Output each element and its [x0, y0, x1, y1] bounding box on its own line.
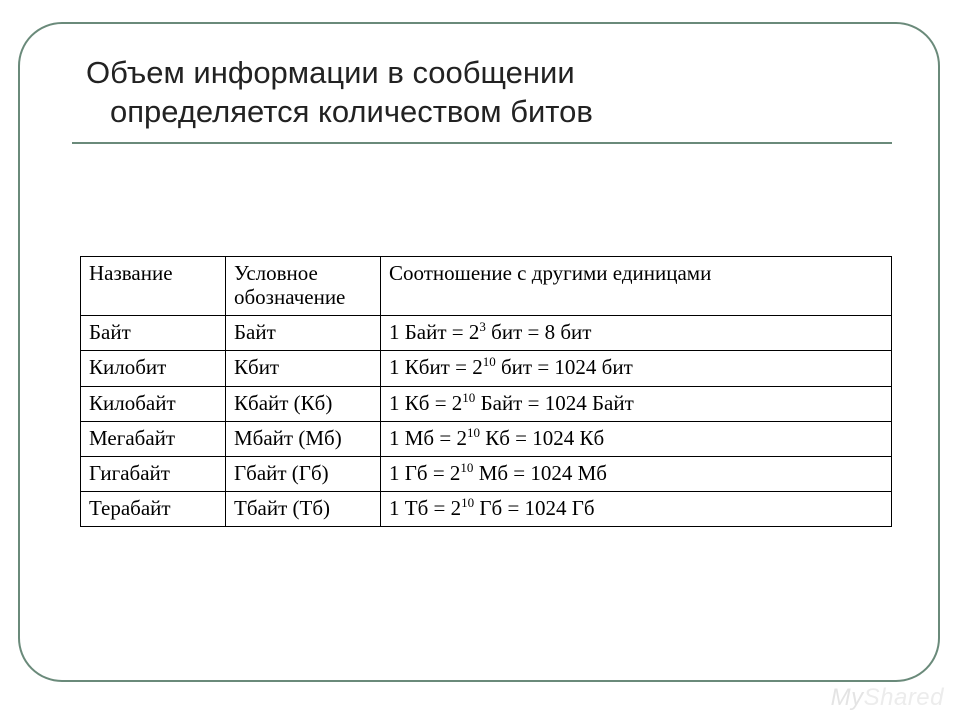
cell-relation: 1 Байт = 23 бит = 8 бит: [381, 316, 892, 351]
col-header-relation: Соотношение с другими единицами: [381, 257, 892, 316]
cell-name: Мегабайт: [81, 421, 226, 456]
table-row: Терабайт Тбайт (Тб) 1 Тб = 210 Гб = 1024…: [81, 491, 892, 526]
title-line-1: Объем информации в сообщении: [86, 54, 886, 93]
watermark-part1: My: [831, 684, 864, 711]
watermark: MyShared: [831, 684, 944, 712]
cell-symbol: Кбайт (Кб): [226, 386, 381, 421]
cell-name: Байт: [81, 316, 226, 351]
slide-title: Объем информации в сообщении определяетс…: [86, 54, 886, 132]
units-table: Название Условное обозначение Соотношени…: [80, 256, 892, 527]
table-row: Гигабайт Гбайт (Гб) 1 Гб = 210 Мб = 1024…: [81, 456, 892, 491]
cell-name: Килобайт: [81, 386, 226, 421]
cell-relation: 1 Гб = 210 Мб = 1024 Мб: [381, 456, 892, 491]
cell-relation: 1 Мб = 210 Кб = 1024 Кб: [381, 421, 892, 456]
cell-symbol: Тбайт (Тб): [226, 491, 381, 526]
cell-symbol: Байт: [226, 316, 381, 351]
units-table-container: Название Условное обозначение Соотношени…: [80, 256, 892, 527]
col-header-symbol-l1: Условное: [234, 261, 318, 285]
cell-relation: 1 Кб = 210 Байт = 1024 Байт: [381, 386, 892, 421]
cell-name: Терабайт: [81, 491, 226, 526]
cell-name: Килобит: [81, 351, 226, 386]
watermark-part2: Shared: [864, 684, 944, 711]
title-underline: [72, 142, 892, 144]
cell-symbol: Гбайт (Гб): [226, 456, 381, 491]
col-header-name: Название: [81, 257, 226, 316]
cell-relation: 1 Кбит = 210 бит = 1024 бит: [381, 351, 892, 386]
cell-symbol: Мбайт (Мб): [226, 421, 381, 456]
table-header-row: Название Условное обозначение Соотношени…: [81, 257, 892, 316]
cell-symbol: Кбит: [226, 351, 381, 386]
col-header-symbol-l2: обозначение: [234, 285, 345, 309]
col-header-symbol: Условное обозначение: [226, 257, 381, 316]
table-row: Мегабайт Мбайт (Мб) 1 Мб = 210 Кб = 1024…: [81, 421, 892, 456]
title-line-2: определяется количеством битов: [86, 93, 886, 132]
table-row: Килобайт Кбайт (Кб) 1 Кб = 210 Байт = 10…: [81, 386, 892, 421]
slide-frame: Объем информации в сообщении определяетс…: [18, 22, 940, 682]
cell-name: Гигабайт: [81, 456, 226, 491]
cell-relation: 1 Тб = 210 Гб = 1024 Гб: [381, 491, 892, 526]
table-row: Байт Байт 1 Байт = 23 бит = 8 бит: [81, 316, 892, 351]
table-row: Килобит Кбит 1 Кбит = 210 бит = 1024 бит: [81, 351, 892, 386]
